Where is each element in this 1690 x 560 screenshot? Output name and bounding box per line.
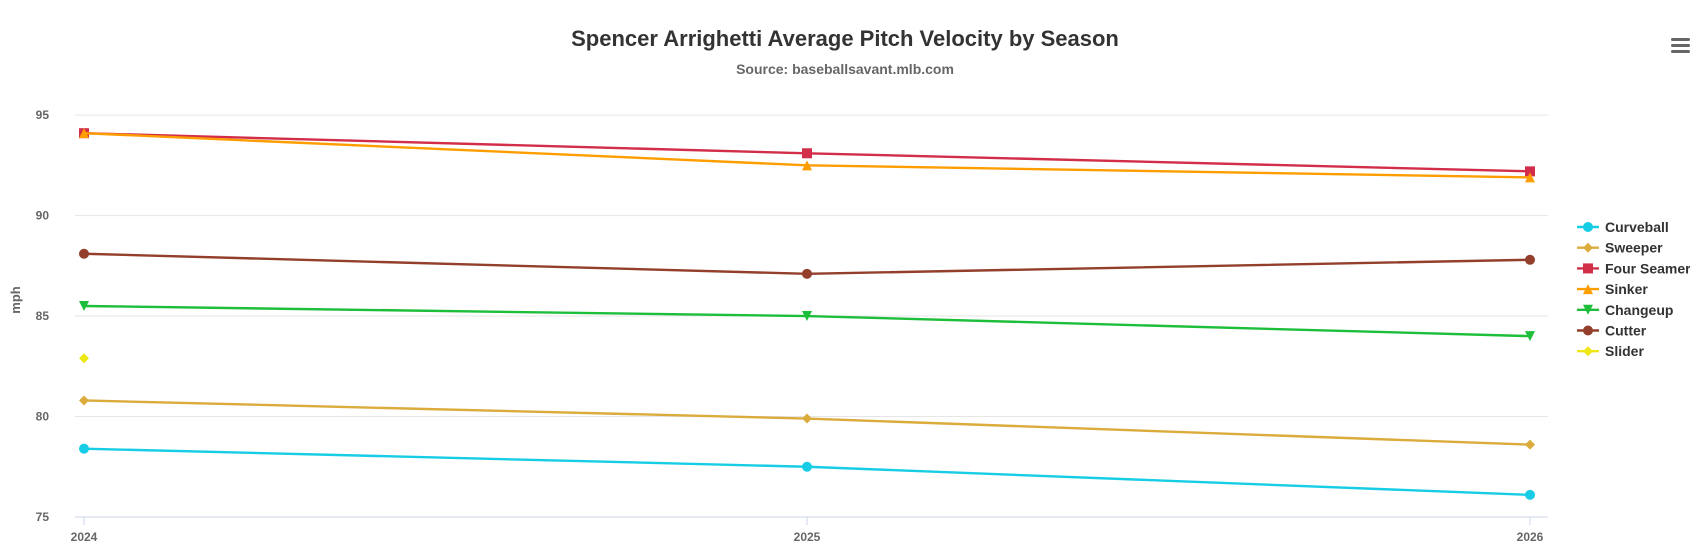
y-tick-label: 75 xyxy=(36,510,50,524)
data-point-changeup[interactable] xyxy=(1525,331,1535,342)
data-point-slider[interactable] xyxy=(79,353,89,364)
legend-item-slider[interactable]: Slider xyxy=(1577,343,1644,359)
legend-label-sinker: Sinker xyxy=(1605,281,1648,297)
chart-menu-button[interactable] xyxy=(1664,30,1690,60)
data-point-sweeper[interactable] xyxy=(802,413,812,424)
series-sweeper xyxy=(79,395,1535,450)
legend-label-sweeper: Sweeper xyxy=(1605,240,1663,256)
y-tick-label: 85 xyxy=(36,309,50,323)
hamburger-menu-icon xyxy=(1671,38,1690,53)
data-point-sinker[interactable] xyxy=(79,128,89,139)
legend-marker-cutter xyxy=(1583,325,1593,336)
data-point-changeup[interactable] xyxy=(802,311,812,322)
series-cutter xyxy=(79,248,1535,279)
legend-marker-changeup xyxy=(1583,304,1593,315)
series-sinker xyxy=(79,128,1535,183)
y-tick-label: 80 xyxy=(36,410,50,424)
series-line-curveball xyxy=(82,447,1532,497)
data-point-curveball[interactable] xyxy=(1525,489,1535,500)
data-point-four-seamer[interactable] xyxy=(1525,166,1535,177)
data-point-curveball[interactable] xyxy=(79,443,89,454)
series-slider xyxy=(79,353,89,364)
legend-item-four-seamer[interactable]: Four Seamer xyxy=(1577,260,1690,276)
x-tick-label: 2024 xyxy=(71,530,98,544)
legend-marker-four-seamer xyxy=(1583,263,1593,274)
data-point-sinker[interactable] xyxy=(1525,172,1535,183)
data-point-sinker[interactable] xyxy=(802,160,812,171)
data-point-cutter[interactable] xyxy=(802,268,812,279)
chart-title: Spencer Arrighetti Average Pitch Velocit… xyxy=(571,26,1119,51)
series-changeup xyxy=(79,301,1535,342)
x-axis-tick-labels: 2024 2025 2026 xyxy=(71,517,1544,544)
legend-item-sweeper[interactable]: Sweeper xyxy=(1577,240,1663,256)
legend-label-curveball: Curveball xyxy=(1605,219,1669,235)
legend-marker-sinker xyxy=(1583,284,1593,295)
chart-subtitle: Source: baseballsavant.mlb.com xyxy=(736,61,954,77)
legend-marker-curveball xyxy=(1583,222,1593,232)
legend-label-cutter: Cutter xyxy=(1605,323,1647,339)
data-point-sweeper[interactable] xyxy=(1525,439,1535,450)
data-point-curveball[interactable] xyxy=(802,461,812,472)
legend: Curveball Sweeper Four Seamer Sinker Changeu… xyxy=(1577,219,1690,359)
legend-item-curveball[interactable]: Curveball xyxy=(1577,219,1669,235)
grid-lines xyxy=(75,114,1548,518)
legend-label-slider: Slider xyxy=(1605,343,1644,359)
y-tick-label: 90 xyxy=(36,209,50,223)
y-axis-tick-labels: 75 80 85 90 95 xyxy=(36,108,50,524)
legend-label-changeup: Changeup xyxy=(1605,302,1673,318)
legend-item-changeup[interactable]: Changeup xyxy=(1577,302,1673,318)
data-point-changeup[interactable] xyxy=(79,301,89,311)
y-tick-label: 95 xyxy=(36,108,50,122)
legend-item-sinker[interactable]: Sinker xyxy=(1577,281,1648,297)
legend-item-cutter[interactable]: Cutter xyxy=(1577,323,1647,339)
legend-marker-slider xyxy=(1583,346,1593,357)
series-layer xyxy=(79,128,1535,500)
series-line-changeup xyxy=(82,304,1532,338)
data-point-cutter[interactable] xyxy=(1525,254,1535,265)
data-point-cutter[interactable] xyxy=(79,248,89,259)
data-point-four-seamer[interactable] xyxy=(802,148,812,159)
data-point-sweeper[interactable] xyxy=(79,395,89,406)
y-axis-title: mph xyxy=(8,286,23,314)
x-tick-label: 2026 xyxy=(1517,530,1544,544)
legend-marker-sweeper xyxy=(1583,242,1593,253)
series-curveball xyxy=(79,443,1535,500)
x-tick-label: 2025 xyxy=(794,530,821,544)
legend-label-four-seamer: Four Seamer xyxy=(1605,260,1690,276)
